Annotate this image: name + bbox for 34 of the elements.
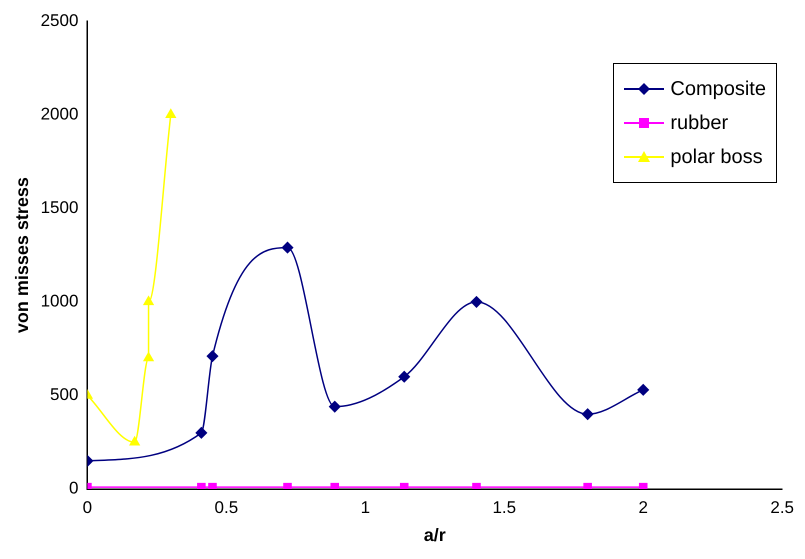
y-tick-label: 1000 bbox=[40, 292, 78, 311]
x-tick-label: 2.5 bbox=[770, 498, 794, 517]
point bbox=[582, 408, 594, 420]
point bbox=[282, 242, 294, 254]
point bbox=[166, 109, 176, 118]
point bbox=[208, 482, 217, 489]
x-tick-label: 2 bbox=[638, 498, 648, 517]
y-tick-label: 2000 bbox=[40, 104, 78, 124]
point bbox=[583, 482, 592, 489]
point bbox=[637, 384, 649, 396]
point bbox=[398, 370, 410, 382]
y-tick-label: 0 bbox=[68, 478, 78, 498]
x-tick-label: 0.5 bbox=[214, 498, 238, 517]
x-tick-label: 1 bbox=[360, 498, 370, 517]
point bbox=[472, 482, 481, 489]
point bbox=[329, 400, 341, 412]
point bbox=[197, 482, 206, 489]
y-tick-label: 2500 bbox=[40, 10, 78, 30]
point bbox=[283, 482, 292, 489]
point bbox=[470, 296, 482, 308]
legend-label: polar boss bbox=[670, 146, 763, 168]
point bbox=[143, 296, 154, 306]
point bbox=[196, 427, 208, 439]
y-tick-label: 1500 bbox=[40, 198, 78, 218]
legend-label: Composite bbox=[670, 78, 766, 100]
point bbox=[206, 350, 218, 362]
x-axis-title: a/r bbox=[424, 525, 446, 546]
point bbox=[130, 436, 140, 446]
y-axis-title: von misses stress bbox=[12, 177, 32, 334]
point bbox=[143, 352, 154, 362]
x-tick-label: 0 bbox=[82, 498, 92, 517]
y-tick-label: 500 bbox=[50, 385, 78, 404]
x-tick-label: 1.5 bbox=[492, 498, 516, 517]
legend-label: rubber bbox=[670, 112, 728, 134]
